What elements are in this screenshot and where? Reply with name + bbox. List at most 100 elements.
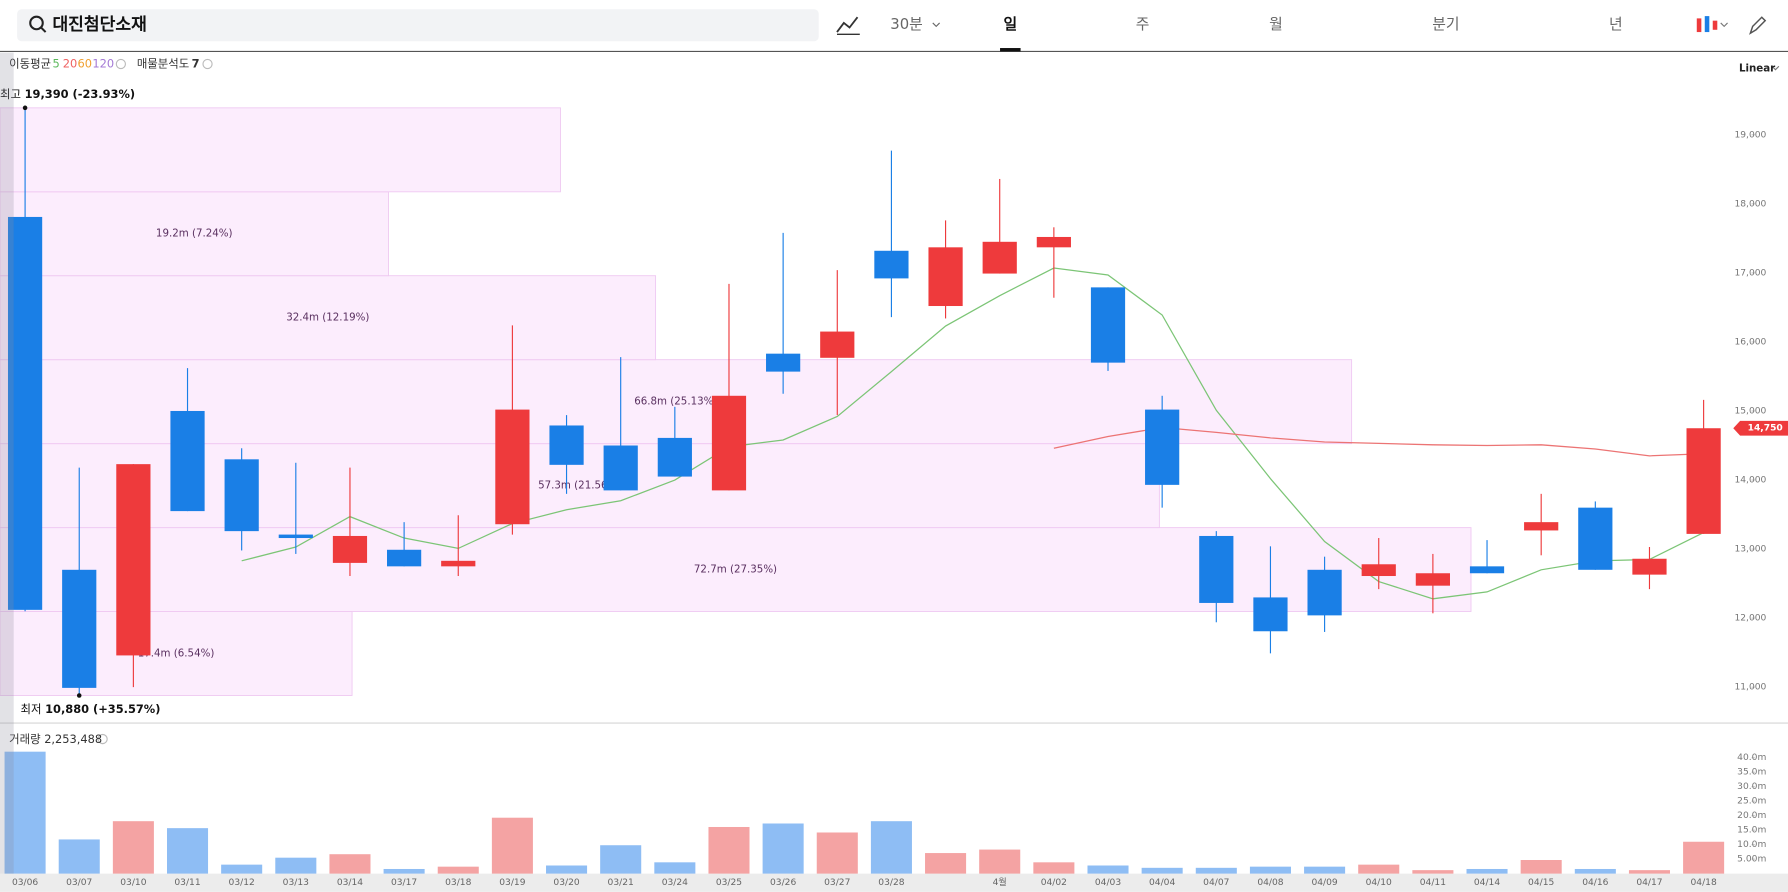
search-text[interactable]: 대진첨단소재 <box>52 14 146 35</box>
x-tick-label: 03/28 <box>878 878 904 888</box>
x-axis-band <box>0 873 1788 892</box>
x-tick-label: 03/17 <box>391 878 417 888</box>
candle-body <box>657 437 692 477</box>
high-marker-dot <box>22 105 28 111</box>
legend-close[interactable] <box>97 733 108 745</box>
candle-body <box>820 331 855 358</box>
candle-body <box>1307 569 1342 616</box>
last-price-tag <box>1733 420 1788 436</box>
profile-band-label: 32.4m (12.19%) <box>286 312 369 324</box>
legend-close[interactable] <box>115 58 127 70</box>
volume-bar <box>1249 866 1291 874</box>
candle-body <box>1469 566 1505 574</box>
tab-underline <box>1000 48 1021 52</box>
volume-bar <box>437 866 479 874</box>
scale-chevron <box>1771 65 1780 71</box>
selection-overlay <box>0 52 14 874</box>
volume-bar <box>221 864 263 874</box>
x-tick-label: 03/26 <box>770 878 796 888</box>
volume-bar <box>816 832 858 874</box>
period-tab[interactable]: 분기 <box>1432 16 1459 33</box>
candle-body <box>1524 522 1559 531</box>
period-tab[interactable]: 월 <box>1269 16 1283 33</box>
indicator-icon[interactable] <box>836 16 859 33</box>
x-tick-label: 04/07 <box>1203 878 1229 888</box>
x-tick-label: 03/13 <box>283 878 309 888</box>
profile-band-label: 19.2m (7.24%) <box>156 228 233 240</box>
profile-band <box>0 359 1353 445</box>
volume-bar <box>1195 867 1237 874</box>
candle-body <box>1253 597 1288 632</box>
y-tick-label: 12,000 <box>1734 614 1766 624</box>
x-tick-label: 04/04 <box>1149 878 1175 888</box>
low-marker-prefix: 최저 <box>21 702 42 716</box>
volume-bar <box>1574 868 1616 874</box>
y-tick-label: 17,000 <box>1734 268 1766 278</box>
profile-band-label: 66.8m (25.13%) <box>634 396 717 408</box>
y-tick-label: 16,000 <box>1734 337 1766 347</box>
profile-band <box>0 275 657 361</box>
tab-chevron <box>932 22 941 28</box>
profile-band <box>0 611 353 696</box>
low-marker-value: 10,880 (+35.57%) <box>45 702 160 716</box>
x-tick-label: 04/03 <box>1095 878 1121 888</box>
volume-bar <box>275 857 317 874</box>
period-tab[interactable]: 주 <box>1136 16 1150 33</box>
volume-tick-label: 20.0m <box>1737 811 1766 821</box>
volume-tick-label: 40.0m <box>1737 753 1766 763</box>
volume-bar <box>600 845 642 874</box>
period-tab[interactable]: 일 <box>1003 16 1017 33</box>
volume-tick-label: 5.00m <box>1737 855 1766 865</box>
candle-type-icon[interactable] <box>1696 16 1728 33</box>
volume-tick-label: 25.0m <box>1737 797 1766 807</box>
volume-total: 2,253,488 <box>44 732 102 746</box>
volume-bar <box>1466 868 1508 874</box>
icon-chevron <box>1720 22 1728 28</box>
x-tick-label: 03/20 <box>553 878 579 888</box>
volume-bar <box>925 853 967 874</box>
volume-bar <box>383 868 425 874</box>
volume-tick-label: 15.0m <box>1737 826 1766 836</box>
period-tab[interactable]: 년 <box>1609 16 1623 33</box>
x-tick-label: 04/02 <box>1041 878 1067 888</box>
candle-body <box>982 241 1017 274</box>
candle-body <box>874 250 909 279</box>
y-tick-label: 15,000 <box>1734 406 1766 416</box>
candle-layer <box>4 107 1725 874</box>
candle-body <box>278 534 313 539</box>
draw-icon[interactable] <box>1749 16 1767 35</box>
profile-band <box>0 107 561 193</box>
icon-candle <box>1704 16 1710 33</box>
x-tick-label: 03/24 <box>662 878 688 888</box>
period-tab[interactable]: 30분 <box>890 16 922 33</box>
x-tick-label: 04/14 <box>1474 878 1500 888</box>
search-icon-handle <box>40 26 47 33</box>
last-price-label: 14,750 <box>1748 424 1783 434</box>
y-tick-label: 19,000 <box>1734 130 1766 140</box>
ma-legend-period: 5 <box>52 56 59 70</box>
volume-bar <box>1304 866 1346 874</box>
volume-bar <box>654 862 696 874</box>
profile-band <box>0 191 389 277</box>
volume-bar <box>491 817 533 874</box>
candle-body <box>1090 287 1126 363</box>
scale-label[interactable]: Linear <box>1739 63 1776 75</box>
volume-bar <box>1412 870 1454 874</box>
volume-bar <box>546 865 588 874</box>
ma-legend-period: 60 <box>78 56 93 70</box>
candle-body <box>1686 428 1721 534</box>
candle-body <box>1632 558 1667 575</box>
candle-body <box>928 247 963 307</box>
volume-bar <box>1683 841 1725 874</box>
x-tick-label: 03/21 <box>608 878 634 888</box>
legend-close[interactable] <box>202 58 213 70</box>
search-box[interactable] <box>17 9 819 42</box>
volume-title-label: 거래량 <box>9 732 41 746</box>
low-marker-dot <box>76 693 82 698</box>
volume-bar <box>112 821 154 874</box>
volume-bar <box>58 839 100 874</box>
candle-body <box>1199 535 1234 603</box>
profile-legend-value: 7 <box>192 56 200 70</box>
